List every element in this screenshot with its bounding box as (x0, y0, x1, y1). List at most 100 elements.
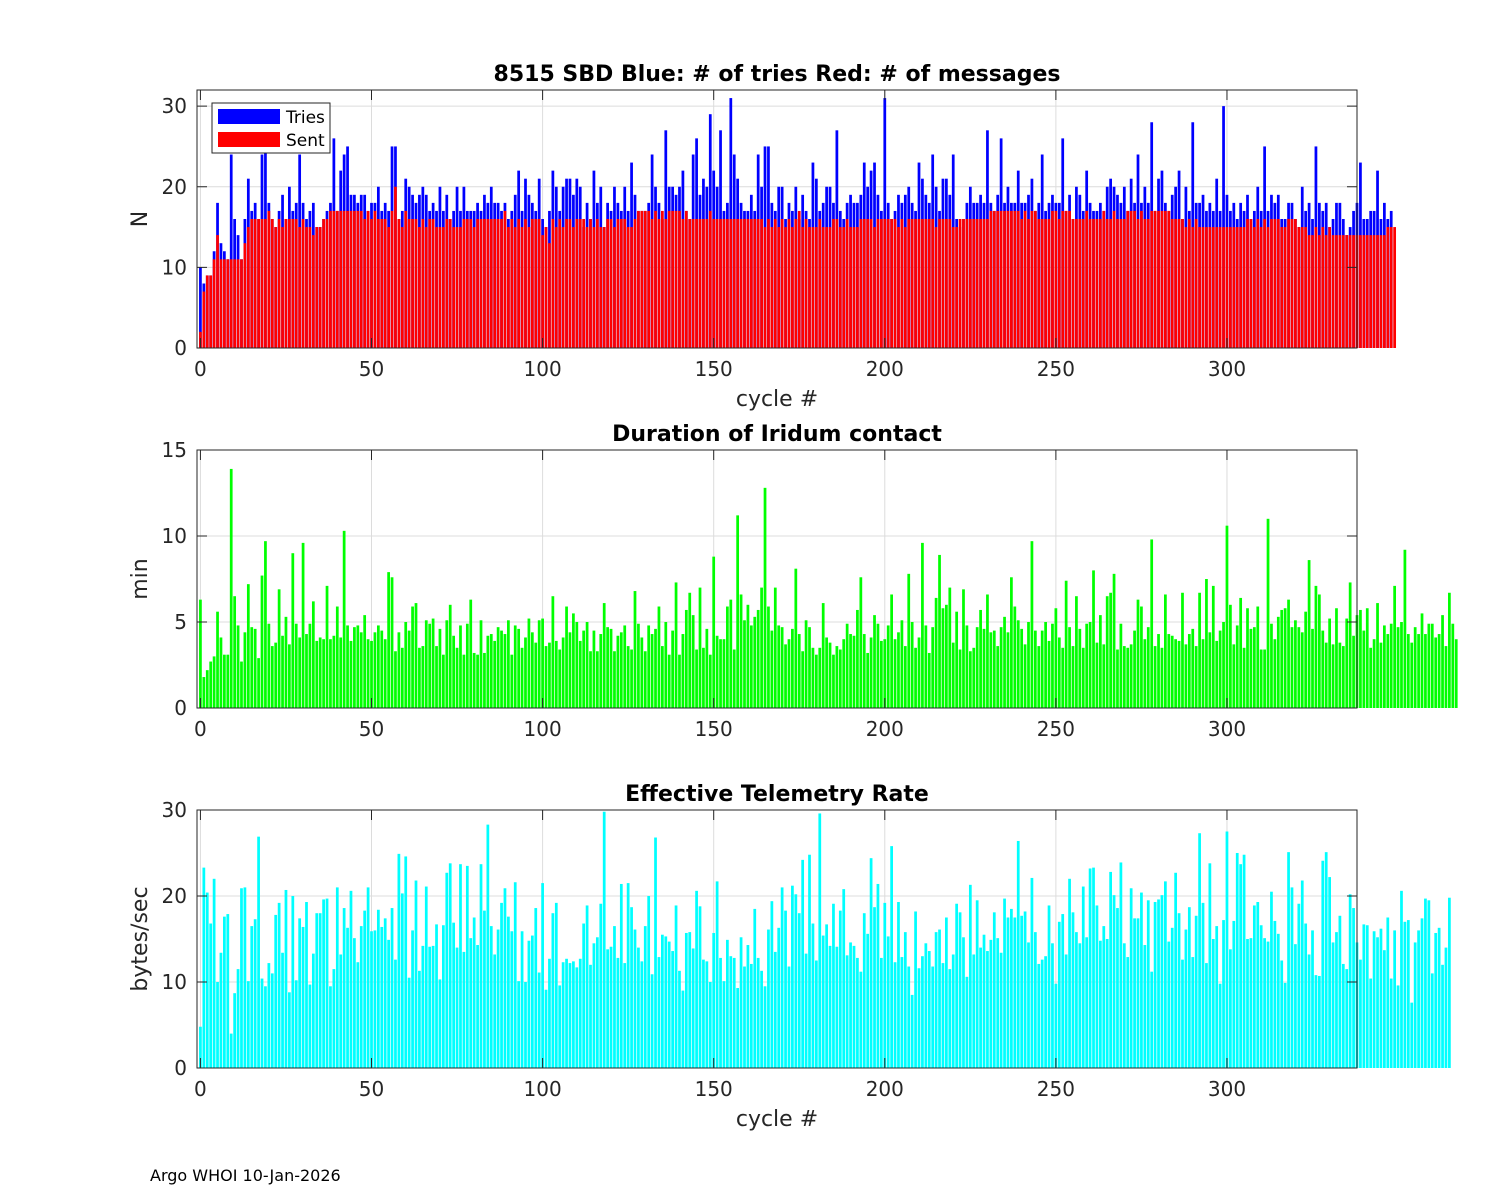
bar (253, 628, 257, 708)
bar (1321, 860, 1325, 1068)
bar (390, 577, 394, 708)
bar (353, 627, 356, 708)
bar (589, 651, 592, 708)
bar (284, 616, 288, 708)
bar (1276, 219, 1280, 348)
bar (1263, 938, 1266, 1068)
bar (1372, 235, 1376, 348)
bar (845, 219, 849, 348)
bar (589, 964, 592, 1068)
bar (1249, 628, 1253, 708)
bar (1406, 634, 1410, 708)
bar (390, 908, 394, 1068)
bar (879, 219, 883, 348)
bar (900, 620, 904, 708)
bar (537, 972, 541, 1068)
bar (520, 647, 524, 708)
bar (1071, 646, 1075, 708)
bar (359, 210, 363, 348)
bar (1328, 227, 1331, 348)
bar (1068, 878, 1071, 1068)
bar (691, 219, 695, 348)
bar (1249, 938, 1253, 1068)
bar (1252, 627, 1256, 708)
bar (606, 219, 609, 348)
bar (1263, 219, 1266, 348)
bar (654, 628, 657, 708)
bar (749, 625, 753, 708)
bar (1198, 227, 1201, 348)
bar (739, 594, 743, 708)
bar (780, 887, 784, 1068)
bar (1341, 963, 1345, 1068)
bar (1294, 620, 1297, 708)
bar (606, 949, 609, 1068)
bar (1362, 630, 1366, 708)
bar (1294, 219, 1297, 348)
bar (773, 587, 777, 708)
bar (667, 210, 671, 348)
bar (992, 210, 996, 348)
bar (459, 864, 462, 1068)
bar (288, 992, 291, 1068)
bar (917, 219, 921, 348)
bar (647, 625, 651, 708)
bar (1109, 219, 1112, 348)
bar (938, 929, 941, 1068)
bar (856, 957, 859, 1068)
bar (814, 960, 818, 1068)
bar (770, 227, 774, 348)
bar (825, 637, 828, 708)
bar (394, 959, 397, 1068)
bar (219, 259, 223, 348)
bar (209, 275, 213, 348)
bar (1266, 941, 1270, 1068)
bar (910, 994, 914, 1068)
bar (1198, 833, 1201, 1068)
bar (1208, 227, 1212, 348)
bar (229, 259, 233, 348)
bar (578, 640, 582, 708)
bar (886, 625, 890, 708)
bar (1311, 628, 1314, 708)
bar (1030, 210, 1034, 348)
bar (1095, 905, 1099, 1068)
bar (749, 219, 753, 348)
bar (346, 210, 349, 348)
bar (585, 905, 589, 1068)
bar (1335, 608, 1338, 708)
bar (965, 625, 969, 708)
bar (606, 627, 609, 708)
bar (616, 219, 620, 348)
bar (1280, 960, 1284, 1068)
bar (1102, 926, 1106, 1068)
bar (284, 889, 288, 1068)
bar (1403, 921, 1407, 1068)
bar (879, 957, 883, 1068)
bar (315, 913, 319, 1068)
bar (917, 968, 921, 1068)
bar (1372, 639, 1376, 708)
bar (702, 959, 705, 1068)
bar (260, 978, 264, 1068)
series-values (199, 811, 1451, 1068)
bar (859, 971, 863, 1068)
bar (1105, 596, 1109, 708)
bar (397, 632, 401, 708)
bar (619, 219, 623, 348)
bar (862, 913, 866, 1068)
bar (914, 219, 917, 348)
bar (1444, 947, 1448, 1068)
bar (1246, 219, 1249, 348)
bar (1396, 985, 1400, 1068)
y-tick-label: 20 (162, 175, 187, 199)
bar (315, 640, 319, 708)
bar (732, 219, 736, 348)
bar (1140, 210, 1143, 348)
bar (979, 947, 982, 1068)
bar (1359, 609, 1362, 708)
x-tick-label: 50 (359, 357, 384, 381)
x-tick-label: 0 (194, 1077, 207, 1101)
bar (1328, 877, 1331, 1068)
bar (661, 646, 664, 708)
